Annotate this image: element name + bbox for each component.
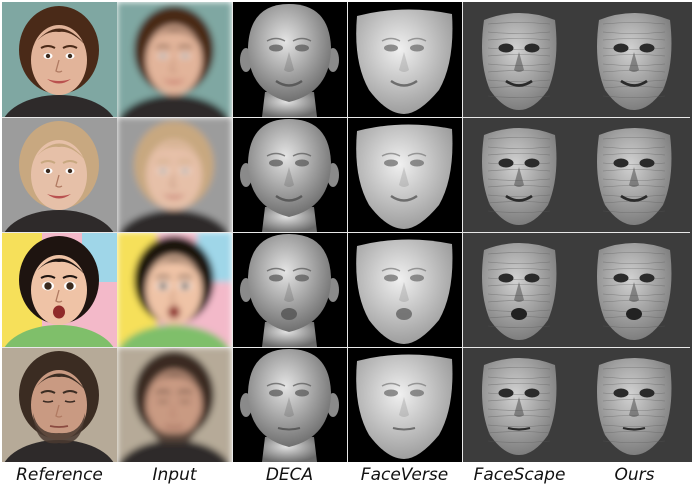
deca-row-4-render: [232, 347, 347, 462]
input-row-3-render: [117, 232, 232, 347]
facescape-row-1-image: [462, 2, 577, 117]
ours-row-2-render: [577, 117, 692, 232]
row-divider: [2, 232, 690, 233]
column-captions: Reference Input DECA FaceVerse FaceScape…: [0, 462, 692, 489]
caption-facescape: FaceScape: [473, 465, 566, 485]
column-divider: [347, 2, 348, 462]
ours-row-1-render: [577, 2, 692, 117]
caption-reference: Reference: [16, 465, 103, 485]
faceverse-row-3-render: [347, 232, 462, 347]
reference-row-4-render: [2, 347, 117, 462]
deca-row-3-render: [232, 232, 347, 347]
facescape-row-3-image: [462, 232, 577, 347]
ours-row-3-render: [577, 232, 692, 347]
facescape-row-4-render: [462, 347, 577, 462]
deca-row-1-image: [232, 2, 347, 117]
input-row-1-render: [117, 2, 232, 117]
faceverse-row-4-image: [347, 347, 462, 462]
faceverse-row-3-image: [347, 232, 462, 347]
ours-row-3-image: [577, 232, 692, 347]
column-divider: [462, 2, 463, 462]
faceverse-row-1-image: [347, 2, 462, 117]
facescape-row-4-image: [462, 347, 577, 462]
input-row-4-render: [117, 347, 232, 462]
deca-row-2-image: [232, 117, 347, 232]
reference-row-2-render: [2, 117, 117, 232]
input-row-4-image: [117, 347, 232, 462]
column-divider: [232, 2, 233, 462]
reference-row-1-image: [2, 2, 117, 117]
deca-row-1-render: [232, 2, 347, 117]
ours-row-2-image: [577, 117, 692, 232]
facescape-row-1-render: [462, 2, 577, 117]
comparison-figure: [2, 2, 692, 462]
deca-row-4-image: [232, 347, 347, 462]
faceverse-row-2-image: [347, 117, 462, 232]
caption-input: Input: [152, 465, 197, 485]
caption-deca: DECA: [265, 465, 314, 485]
ours-row-4-image: [577, 347, 692, 462]
input-row-3-image: [117, 232, 232, 347]
deca-row-2-render: [232, 117, 347, 232]
reference-row-1-render: [2, 2, 117, 117]
input-row-1-image: [117, 2, 232, 117]
facescape-row-2-image: [462, 117, 577, 232]
ours-row-4-render: [577, 347, 692, 462]
facescape-row-3-render: [462, 232, 577, 347]
reference-row-4-image: [2, 347, 117, 462]
row-divider: [2, 117, 690, 118]
input-row-2-image: [117, 117, 232, 232]
reference-row-3-image: [2, 232, 117, 347]
caption-faceverse: FaceVerse: [360, 465, 449, 485]
ours-row-1-image: [577, 2, 692, 117]
faceverse-row-4-render: [347, 347, 462, 462]
row-divider: [2, 347, 690, 348]
reference-row-2-image: [2, 117, 117, 232]
faceverse-row-2-render: [347, 117, 462, 232]
caption-ours: Ours: [614, 465, 655, 485]
input-row-2-render: [117, 117, 232, 232]
reference-row-3-render: [2, 232, 117, 347]
faceverse-row-1-render: [347, 2, 462, 117]
deca-row-3-image: [232, 232, 347, 347]
facescape-row-2-render: [462, 117, 577, 232]
